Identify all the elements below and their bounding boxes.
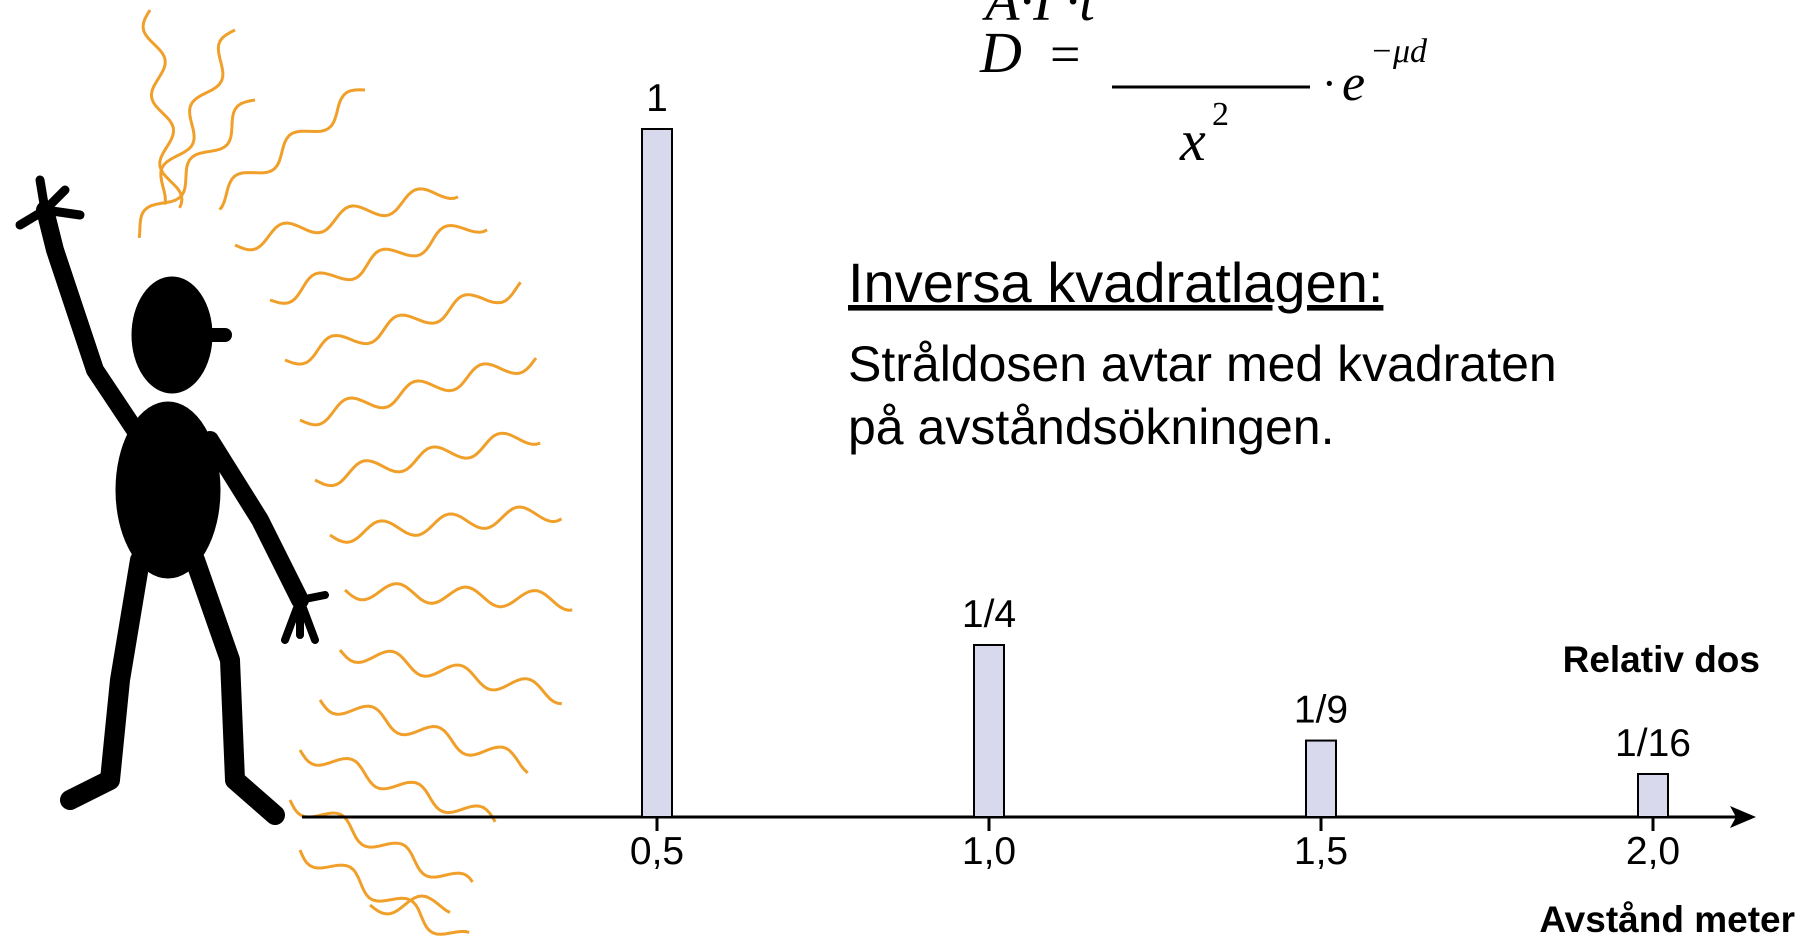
body-text: på avståndsökningen. [848, 399, 1334, 455]
value-label: 1/4 [962, 593, 1016, 636]
radiation-waves [137, 9, 573, 936]
wave [298, 749, 497, 823]
wave [314, 431, 541, 488]
bar [1305, 739, 1337, 818]
formula-base: e [1342, 55, 1365, 112]
wave [343, 582, 573, 612]
bar [1637, 773, 1669, 818]
value-label: 1/9 [1294, 689, 1348, 732]
wave [318, 699, 529, 774]
formula-lhs: D [979, 20, 1022, 85]
formula-numerator: A·Γ·t [981, 0, 1096, 33]
x-tick-label: 1,5 [1294, 830, 1348, 873]
formula-equals: = [1050, 24, 1080, 84]
leg-right [185, 550, 285, 825]
wave [369, 894, 451, 916]
body-text: Stråldosen avtar med kvadraten [848, 336, 1557, 392]
arm-right [201, 431, 309, 609]
wave [159, 28, 236, 205]
y-axis-label: Relativ dos [1563, 639, 1760, 680]
formula-dot: · [1322, 59, 1337, 108]
wave [141, 9, 184, 209]
formula-denominator: x [1179, 108, 1206, 173]
person-silhouette [15, 175, 329, 825]
value-label: 1/16 [1615, 722, 1691, 765]
leg-left [60, 550, 150, 810]
x-axis-label: Avstånd meter [1539, 899, 1795, 940]
formula-exponent: −μd [1370, 33, 1428, 70]
heading: Inversa kvadratlagen: [848, 251, 1383, 314]
wave [269, 223, 488, 305]
x-tick-label: 1,0 [962, 830, 1016, 873]
formula: A·Γ·t D = x 2 · e −μd [979, 0, 1428, 173]
hand-left [15, 175, 85, 230]
wave [284, 281, 522, 366]
wave [234, 187, 459, 252]
wave [299, 357, 538, 427]
hand-right [281, 591, 329, 644]
wave [218, 88, 366, 211]
axis-arrow [1730, 806, 1756, 828]
wave [137, 98, 256, 239]
x-tick-label: 2,0 [1626, 830, 1680, 873]
arm-left [36, 201, 144, 439]
value-label: 1 [646, 77, 668, 120]
wave [338, 649, 562, 706]
bar [973, 644, 1005, 818]
bar [641, 128, 673, 818]
wave [288, 799, 474, 883]
x-tick-label: 0,5 [630, 830, 684, 873]
formula-denominator-exponent: 2 [1212, 96, 1229, 133]
body [115, 401, 221, 579]
wave [329, 505, 563, 544]
wave [298, 849, 470, 936]
